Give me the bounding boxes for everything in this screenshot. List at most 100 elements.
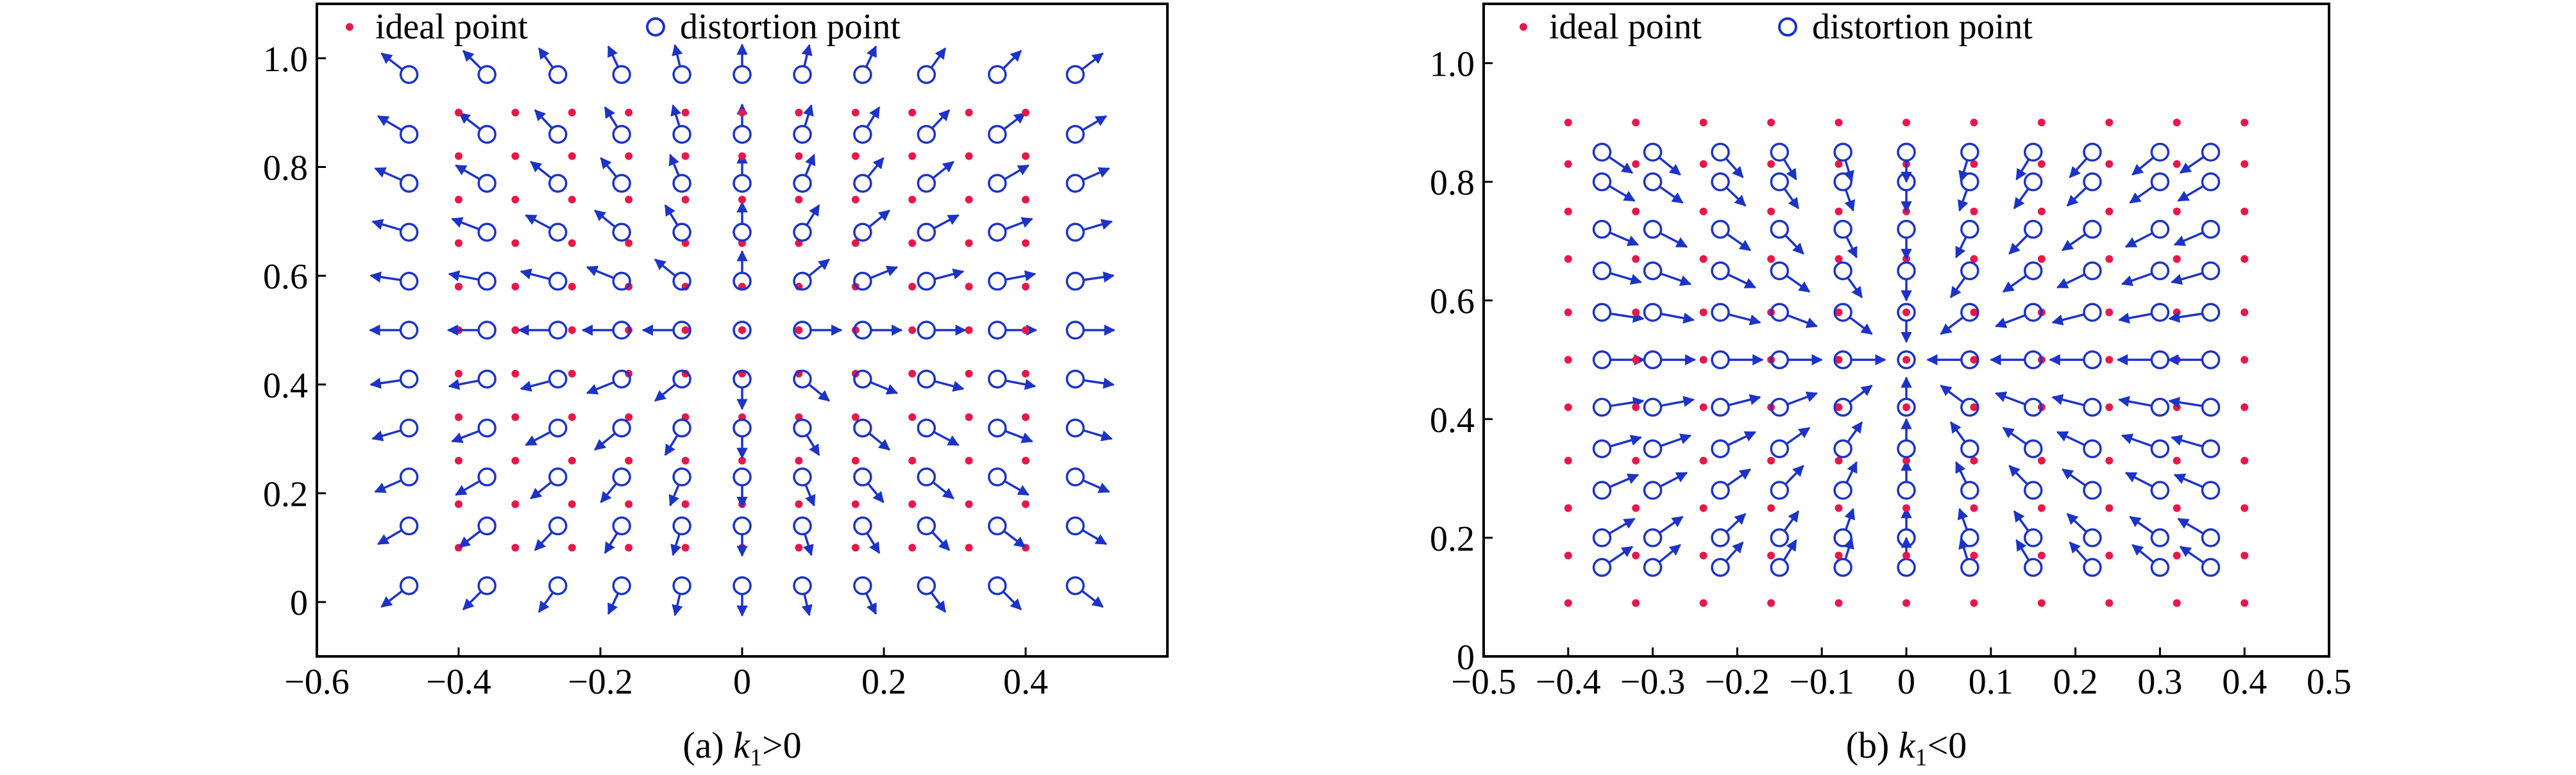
distortion-point <box>1897 528 1916 547</box>
ideal-point <box>1767 551 1775 560</box>
ideal-point <box>625 456 633 465</box>
distortion-point <box>672 222 691 242</box>
distortion-point <box>917 321 936 340</box>
displacement-arrow <box>2008 465 2028 485</box>
distortion-point <box>2201 397 2221 417</box>
displacement-arrow <box>2173 231 2204 246</box>
displacement-arrow <box>1003 529 1026 548</box>
distortion-point <box>917 222 936 242</box>
distortion-point <box>1960 558 1979 577</box>
ideal-point <box>625 108 633 117</box>
ideal-point <box>1564 254 1572 263</box>
ideal-point <box>1699 456 1707 465</box>
distortion-point <box>612 418 631 438</box>
ideal-point <box>2037 207 2046 215</box>
ideal-point <box>455 196 462 204</box>
ideal-point <box>1902 504 1910 512</box>
displacement-arrow <box>933 214 960 229</box>
distortion-point <box>1592 261 1612 281</box>
distortion-point <box>1770 558 1790 577</box>
displacement-arrow <box>1660 433 1692 447</box>
displacement-arrow <box>604 532 618 554</box>
distortion-point <box>1065 418 1085 438</box>
displacement-arrow <box>2121 433 2153 447</box>
ideal-point <box>1632 119 1640 127</box>
displacement-arrow <box>369 271 402 283</box>
ideal-point <box>1699 308 1707 317</box>
distortion-point <box>399 516 419 536</box>
ideal-point <box>1835 207 1843 215</box>
displacement-arrow <box>808 383 831 402</box>
displacement-arrow <box>868 210 890 228</box>
displacement-arrow <box>604 106 618 128</box>
displacement-arrow <box>1728 313 1761 326</box>
ideal-point <box>795 108 803 117</box>
distortion-point <box>548 271 568 291</box>
displacement-arrow <box>2002 426 2028 446</box>
y-tick-label: 0.4 <box>263 366 308 406</box>
displacement-arrow <box>458 529 481 548</box>
displacement-arrow <box>525 214 552 229</box>
distortion-point <box>1711 303 1730 322</box>
distortion-point <box>399 222 419 242</box>
x-tick-label: −0.5 <box>1451 662 1516 702</box>
distortion-point <box>733 576 752 596</box>
ideal-point <box>455 152 462 160</box>
ideal-point <box>965 283 973 291</box>
displacement-arrow <box>534 109 554 129</box>
distortion-point <box>2150 558 2170 577</box>
distortion-point <box>1711 558 1730 577</box>
ideal-point <box>1835 403 1843 412</box>
displacement-arrow <box>1955 461 1967 483</box>
distortion-point <box>2150 350 2170 370</box>
distortion-point <box>733 222 752 242</box>
x-tick-label: 0.3 <box>2137 662 2182 702</box>
ideal-point <box>1564 160 1572 168</box>
displacement-arrow <box>520 379 550 392</box>
distortion-point <box>1833 439 1852 458</box>
displacement-arrow <box>1957 508 1969 531</box>
vectors-a <box>369 43 1115 617</box>
distortion-point <box>1833 219 1852 239</box>
distortion-point <box>1897 219 1916 239</box>
distortion-point <box>1711 261 1730 281</box>
ideal-point <box>2105 456 2114 465</box>
x-tick-label: −0.2 <box>1705 662 1770 702</box>
ideal-point <box>511 239 520 247</box>
displacement-arrow <box>670 104 682 127</box>
displacement-arrow <box>1727 431 1757 447</box>
ideal-point <box>1902 403 1910 412</box>
ideal-point <box>2241 456 2249 465</box>
distortion-point <box>1065 467 1085 487</box>
displacement-arrow <box>1783 539 1797 561</box>
distortion-point <box>1833 528 1852 547</box>
displacement-arrow <box>1083 219 1113 231</box>
distortion-point <box>853 369 872 389</box>
ideal-point <box>2105 308 2114 317</box>
distortion-point <box>2083 219 2102 239</box>
distortion-point <box>2201 528 2221 547</box>
displacement-arrow <box>1003 112 1026 131</box>
distortion-point <box>2023 350 2043 370</box>
ideal-point <box>1835 551 1843 560</box>
ideal-point <box>965 500 973 508</box>
displacement-arrow <box>1608 546 1634 564</box>
distortion-point <box>548 321 568 340</box>
distortion-point <box>672 271 691 291</box>
displacement-arrow <box>448 270 479 281</box>
x-tick-label: −0.4 <box>426 662 491 702</box>
distortion-point <box>988 321 1007 340</box>
ideal-point <box>1902 308 1910 317</box>
displacement-arrow <box>804 484 816 507</box>
displacement-arrow <box>2124 471 2153 488</box>
ideal-point <box>1632 456 1640 465</box>
distortion-point <box>1960 172 1979 192</box>
distortion-point <box>2023 439 2043 458</box>
distortion-point <box>1770 481 1790 500</box>
distortion-point <box>477 174 496 193</box>
displacement-arrow <box>538 592 554 613</box>
displacement-arrow <box>1845 461 1858 483</box>
displacement-arrow <box>2002 274 2028 293</box>
ideal-point <box>1564 599 1572 607</box>
ideal-point <box>1022 369 1030 378</box>
